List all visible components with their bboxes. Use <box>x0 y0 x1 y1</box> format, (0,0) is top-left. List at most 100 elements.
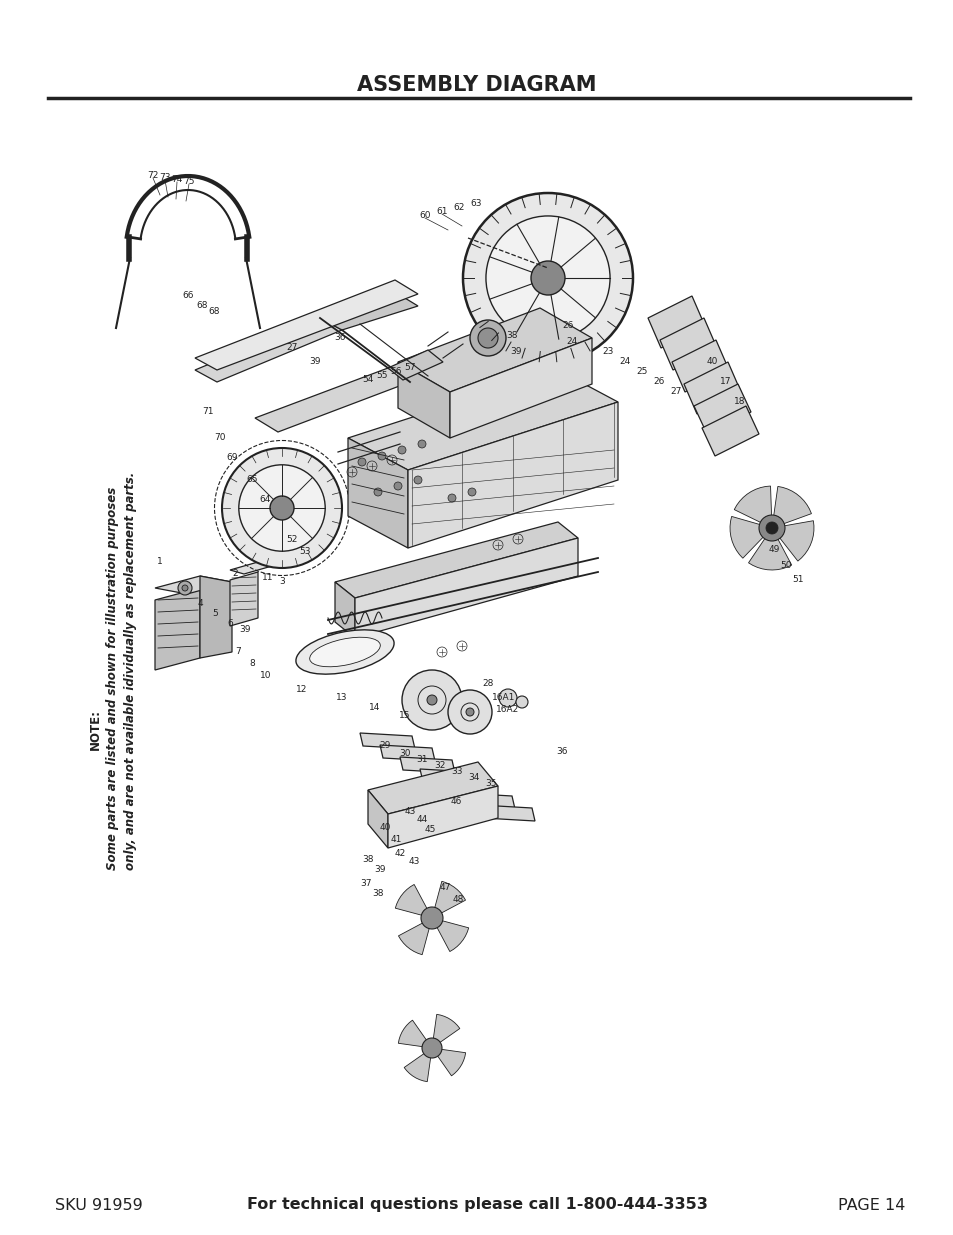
Text: 26: 26 <box>653 378 664 387</box>
Text: 1: 1 <box>157 557 163 567</box>
Text: only, and are not available idividually as replacement parts.: only, and are not available idividually … <box>125 472 137 869</box>
Text: 53: 53 <box>299 547 311 557</box>
Text: 39: 39 <box>374 866 385 874</box>
Polygon shape <box>335 522 578 598</box>
Text: 24: 24 <box>566 337 577 347</box>
Text: 16A2: 16A2 <box>496 705 519 715</box>
Text: 34: 34 <box>468 773 479 783</box>
Polygon shape <box>200 576 232 658</box>
Polygon shape <box>319 291 417 330</box>
Text: 72: 72 <box>147 170 158 179</box>
Text: 75: 75 <box>183 177 194 185</box>
Text: 26: 26 <box>561 321 573 330</box>
Text: 69: 69 <box>226 453 237 462</box>
Text: 57: 57 <box>404 363 416 373</box>
Polygon shape <box>701 406 759 456</box>
Text: 28: 28 <box>482 679 493 688</box>
Polygon shape <box>398 923 429 955</box>
Polygon shape <box>399 757 455 773</box>
Text: 68: 68 <box>196 300 208 310</box>
Circle shape <box>238 464 325 551</box>
Polygon shape <box>395 884 427 915</box>
Polygon shape <box>194 317 341 382</box>
Circle shape <box>448 690 492 734</box>
Text: 33: 33 <box>451 767 462 777</box>
Text: 13: 13 <box>335 694 348 703</box>
Polygon shape <box>693 384 750 433</box>
Circle shape <box>465 708 474 716</box>
Circle shape <box>397 446 406 454</box>
Polygon shape <box>439 781 495 797</box>
Polygon shape <box>748 537 791 571</box>
Polygon shape <box>154 576 232 594</box>
Text: 5: 5 <box>212 610 217 619</box>
Text: 32: 32 <box>434 761 445 769</box>
Polygon shape <box>388 785 497 848</box>
Text: 63: 63 <box>470 199 481 207</box>
Circle shape <box>477 329 497 348</box>
Polygon shape <box>729 516 763 558</box>
Text: Some parts are listed and shown for illustration purposes: Some parts are listed and shown for illu… <box>107 487 119 869</box>
Polygon shape <box>734 487 771 524</box>
Polygon shape <box>368 790 388 848</box>
Text: 24: 24 <box>618 357 630 367</box>
Circle shape <box>377 452 386 459</box>
Polygon shape <box>479 805 535 821</box>
Text: 52: 52 <box>286 536 297 545</box>
Circle shape <box>270 496 294 520</box>
Circle shape <box>498 689 517 706</box>
Text: 7: 7 <box>234 647 240 657</box>
Polygon shape <box>436 920 468 951</box>
Circle shape <box>485 216 609 340</box>
Circle shape <box>468 488 476 496</box>
Text: 41: 41 <box>390 836 401 845</box>
Polygon shape <box>348 438 408 548</box>
Text: 4: 4 <box>197 599 203 609</box>
Polygon shape <box>647 296 704 348</box>
Circle shape <box>421 1037 441 1058</box>
Text: 47: 47 <box>438 883 450 893</box>
Ellipse shape <box>295 630 394 674</box>
Polygon shape <box>773 487 811 524</box>
Text: 38: 38 <box>372 889 383 899</box>
Text: 27: 27 <box>670 388 681 396</box>
Text: 50: 50 <box>780 561 791 569</box>
Text: 11: 11 <box>262 573 274 583</box>
Text: PAGE 14: PAGE 14 <box>837 1198 904 1213</box>
Polygon shape <box>154 588 200 671</box>
Text: 38: 38 <box>362 856 374 864</box>
Text: 6: 6 <box>227 620 233 629</box>
Text: 73: 73 <box>159 173 171 182</box>
Circle shape <box>401 671 461 730</box>
Polygon shape <box>368 762 497 814</box>
Text: 45: 45 <box>424 825 436 835</box>
Polygon shape <box>194 280 417 370</box>
Polygon shape <box>359 734 415 748</box>
Circle shape <box>516 697 527 708</box>
Text: 65: 65 <box>246 475 257 484</box>
Text: 17: 17 <box>720 378 731 387</box>
Text: 39: 39 <box>239 625 251 635</box>
Text: 23: 23 <box>601 347 613 357</box>
Polygon shape <box>433 1014 459 1044</box>
Circle shape <box>414 475 421 484</box>
Text: 49: 49 <box>767 546 779 555</box>
Polygon shape <box>659 317 717 370</box>
Circle shape <box>765 522 778 534</box>
Text: 55: 55 <box>375 372 387 380</box>
Polygon shape <box>436 1049 465 1076</box>
Text: 43: 43 <box>408 857 419 866</box>
Text: 16A1: 16A1 <box>492 693 516 701</box>
Text: 43: 43 <box>404 808 416 816</box>
Polygon shape <box>398 1020 427 1047</box>
Polygon shape <box>379 745 435 761</box>
Circle shape <box>394 482 401 490</box>
Polygon shape <box>408 403 618 548</box>
Circle shape <box>462 193 633 363</box>
Text: NOTE:: NOTE: <box>89 709 101 750</box>
Text: 70: 70 <box>214 433 226 442</box>
Text: 60: 60 <box>418 210 431 220</box>
Circle shape <box>427 695 436 705</box>
Text: 61: 61 <box>436 206 447 215</box>
Text: 8: 8 <box>249 659 254 668</box>
